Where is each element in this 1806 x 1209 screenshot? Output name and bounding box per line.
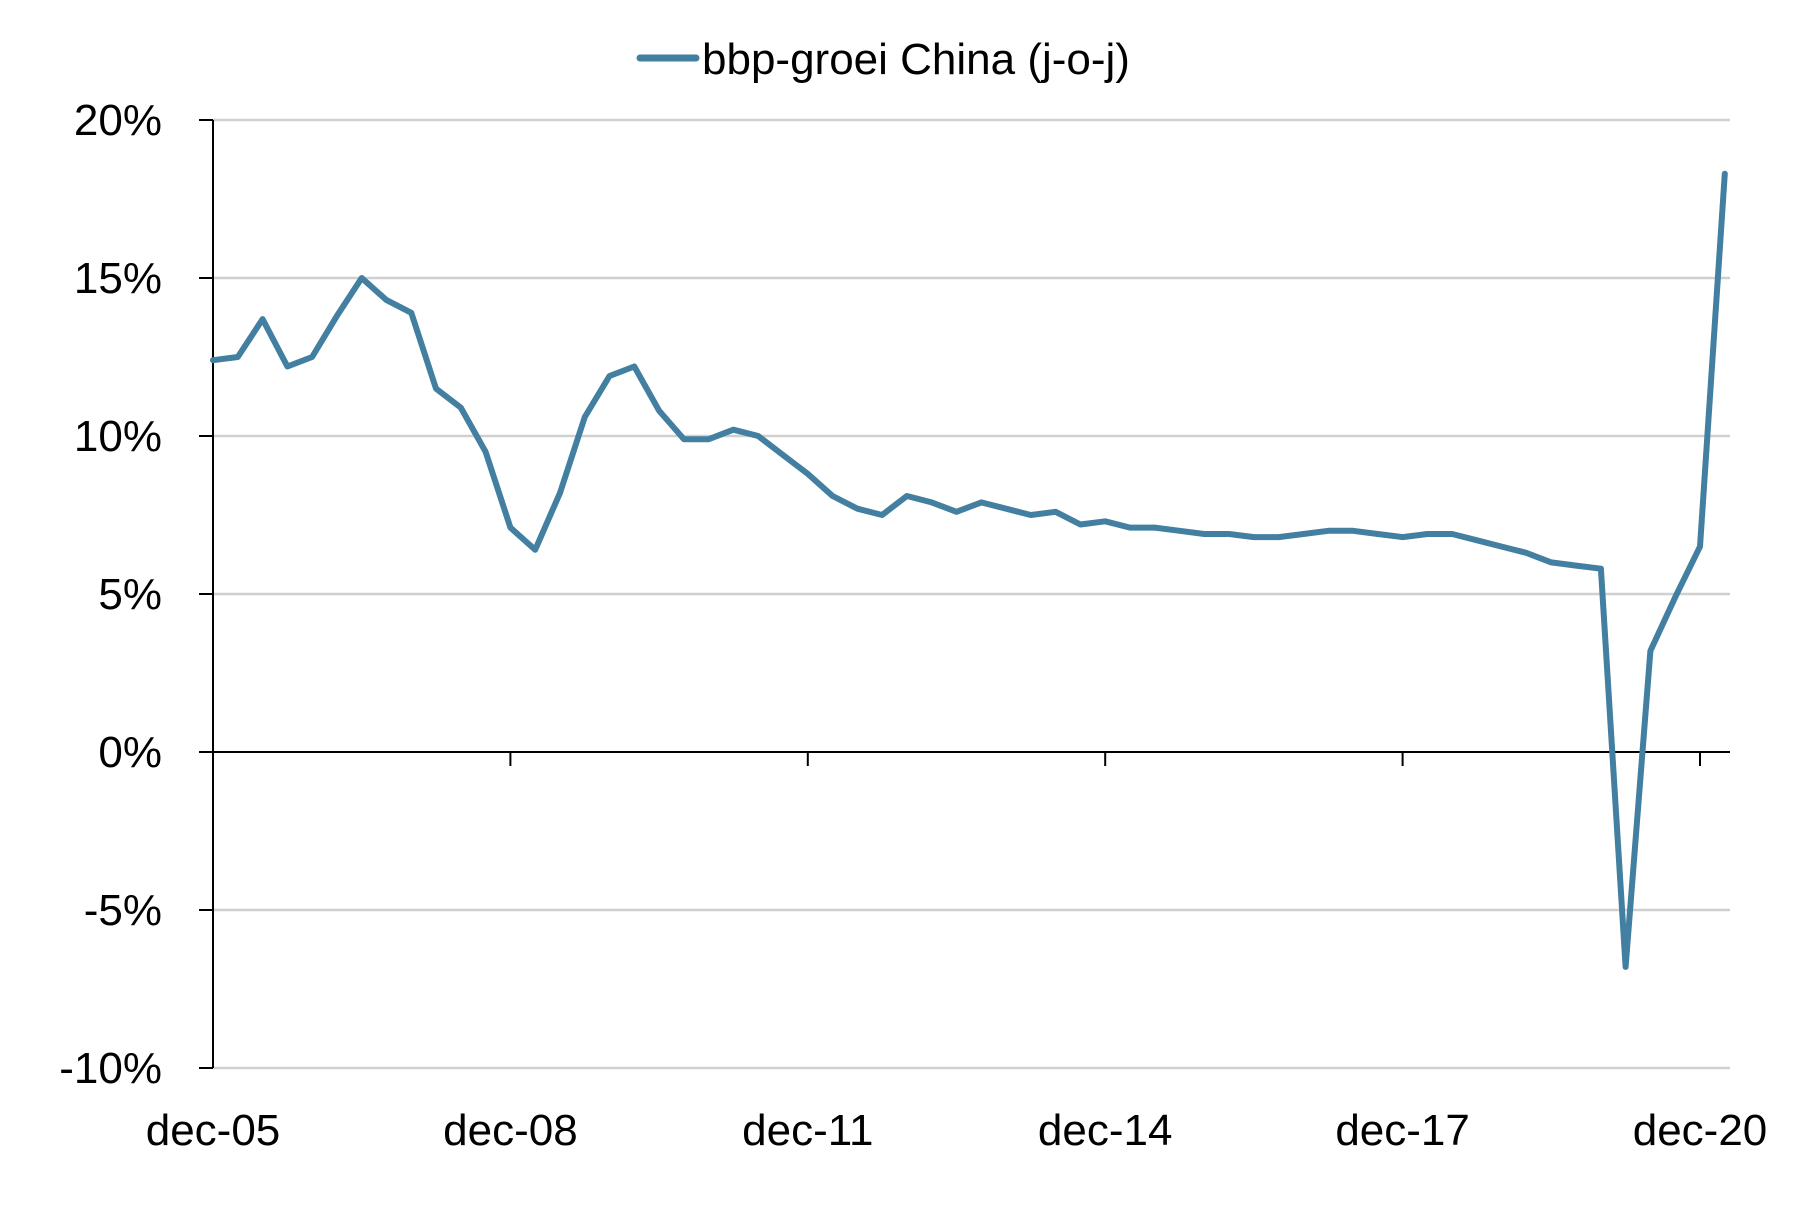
data-point	[879, 512, 885, 518]
data-point	[260, 316, 266, 322]
data-point	[904, 493, 910, 499]
data-point	[507, 525, 513, 531]
axes	[199, 119, 1730, 1069]
data-point	[1127, 525, 1133, 531]
data-point	[780, 452, 786, 458]
y-tick-label: 5%	[98, 570, 162, 619]
gridlines	[213, 118, 1730, 1070]
series-layer	[210, 170, 1728, 970]
data-point	[284, 364, 290, 370]
data-point	[483, 449, 489, 455]
data-point	[1077, 522, 1083, 528]
data-point	[607, 373, 613, 379]
x-tick-label: dec-14	[1038, 1106, 1173, 1155]
data-point	[1226, 531, 1232, 537]
data-point	[1449, 531, 1455, 537]
legend: bbp-groei China (j-o-j)	[636, 35, 1130, 84]
data-point	[309, 354, 315, 360]
data-point	[408, 310, 414, 316]
data-point	[1028, 512, 1034, 518]
data-point	[532, 547, 538, 553]
data-point	[210, 357, 216, 363]
data-point	[582, 414, 588, 420]
data-point	[1647, 648, 1653, 654]
data-point	[557, 490, 563, 496]
data-point	[730, 427, 736, 433]
data-point	[433, 386, 439, 392]
data-point	[1350, 528, 1356, 534]
data-point	[1251, 534, 1257, 540]
x-tick-label: dec-20	[1633, 1106, 1768, 1155]
data-point	[1301, 531, 1307, 537]
data-point	[334, 313, 340, 319]
legend-label: bbp-groei China (j-o-j)	[702, 35, 1130, 84]
data-point	[1152, 525, 1158, 531]
data-point	[656, 408, 662, 414]
data-point	[1400, 534, 1406, 540]
data-point	[1524, 550, 1530, 556]
data-point	[954, 509, 960, 515]
data-point	[1548, 559, 1554, 565]
y-tick-label: 0%	[98, 728, 162, 777]
x-tick-label: dec-17	[1335, 1106, 1470, 1155]
y-tick-label: -10%	[59, 1044, 162, 1093]
y-tick-label: 20%	[74, 96, 162, 145]
data-point	[1325, 528, 1331, 534]
data-point	[1276, 534, 1282, 540]
y-tick-label: 15%	[74, 254, 162, 303]
data-point	[631, 364, 637, 370]
y-axis-tick-labels: 20% 15% 10% 5% 0% -5% -10%	[59, 96, 162, 1093]
x-axis-tick-labels: dec-05 dec-08 dec-11 dec-14 dec-17 dec-20	[146, 1106, 1768, 1155]
y-tick-label: 10%	[74, 412, 162, 461]
data-point	[384, 297, 390, 303]
data-point	[706, 436, 712, 442]
data-point	[1375, 531, 1381, 537]
data-point	[1499, 544, 1505, 550]
data-point	[1424, 531, 1430, 537]
data-point	[755, 433, 761, 439]
data-point	[854, 506, 860, 512]
data-point	[1474, 537, 1480, 543]
data-point	[1177, 528, 1183, 534]
data-point	[1697, 544, 1703, 550]
data-point	[1672, 594, 1678, 600]
x-tick-label: dec-11	[742, 1106, 873, 1155]
data-point	[235, 354, 241, 360]
data-point	[830, 493, 836, 499]
data-point	[1201, 531, 1207, 537]
data-point	[1598, 566, 1604, 572]
data-point	[1573, 563, 1579, 569]
data-point	[458, 405, 464, 411]
data-point	[978, 499, 984, 505]
x-tick-label: dec-08	[443, 1106, 578, 1155]
data-point	[805, 471, 811, 477]
data-point	[929, 499, 935, 505]
data-point	[681, 436, 687, 442]
data-point	[1623, 964, 1629, 970]
data-point	[1003, 506, 1009, 512]
data-point	[1102, 518, 1108, 524]
y-tick-label: -5%	[84, 886, 162, 935]
series-line-bbp-groei-china	[210, 170, 1728, 970]
data-point	[1053, 509, 1059, 515]
data-point	[359, 275, 365, 281]
data-point	[1722, 171, 1728, 177]
x-tick-label: dec-05	[146, 1106, 281, 1155]
